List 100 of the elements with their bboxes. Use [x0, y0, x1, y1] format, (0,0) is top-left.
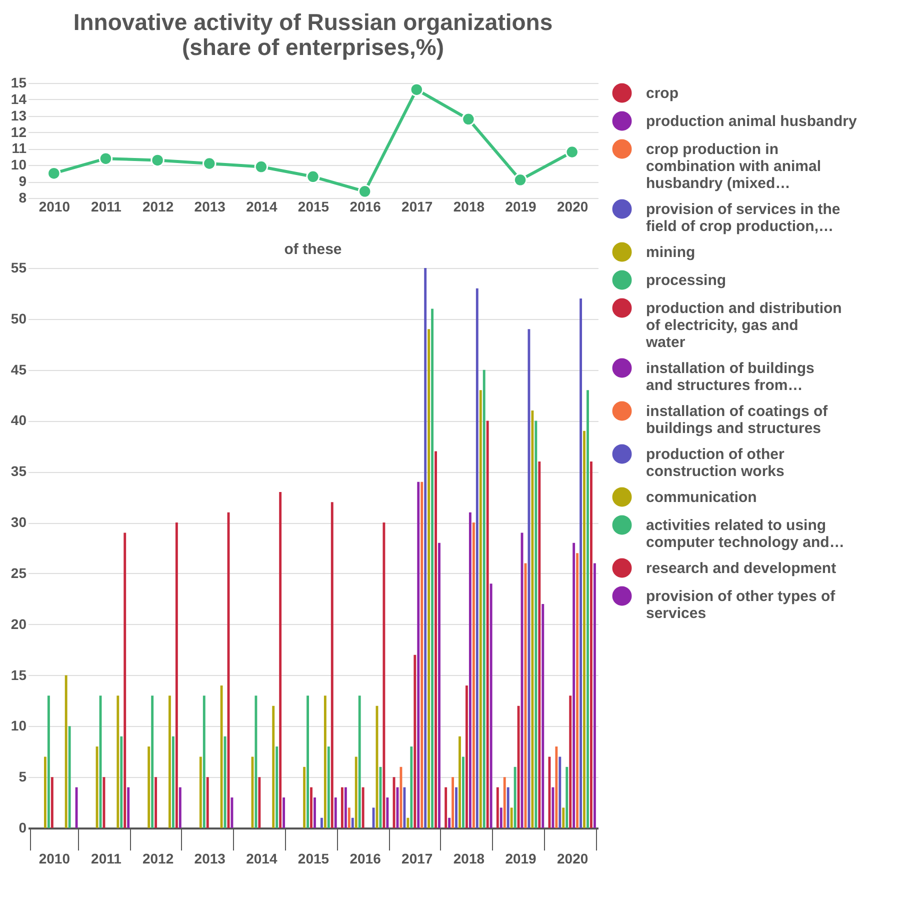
bar	[500, 808, 502, 828]
bar	[168, 696, 171, 828]
bar	[468, 512, 472, 828]
point	[202, 156, 216, 170]
bar	[462, 756, 464, 828]
x-tick-label: 2011	[91, 198, 122, 214]
bar	[382, 522, 386, 828]
legend-label: crop production in combination with animal husbandry (mixed…	[646, 141, 822, 192]
bar	[351, 818, 354, 828]
bar	[558, 756, 562, 828]
bar	[448, 818, 451, 828]
point	[410, 82, 424, 96]
bar	[327, 746, 330, 828]
bar	[420, 482, 424, 828]
bar	[531, 410, 534, 828]
bar	[562, 808, 565, 828]
bar	[324, 696, 326, 828]
bar	[44, 756, 46, 828]
x-tick-label: 2018	[453, 850, 485, 866]
y-tick-label: 5	[18, 768, 27, 785]
bar	[403, 787, 406, 828]
bar	[154, 777, 158, 828]
x-tick-label: 2017	[402, 198, 433, 214]
y-tick-label: 30	[10, 514, 27, 530]
bar	[314, 797, 316, 828]
point	[150, 153, 164, 168]
x-tick-label: 2010	[38, 850, 70, 866]
bar	[354, 756, 358, 828]
point	[513, 173, 528, 187]
legend-label: installation of coatings of buildings and structures	[646, 403, 829, 437]
bar	[406, 818, 410, 828]
y-tick-label: 35	[10, 463, 27, 480]
bar	[254, 696, 258, 828]
bar	[258, 777, 261, 828]
bar	[431, 308, 434, 828]
bar	[479, 390, 482, 828]
bar	[583, 430, 586, 828]
y-tick-label: 20	[10, 616, 27, 632]
bar	[199, 756, 202, 828]
bar	[358, 696, 361, 828]
bar	[534, 420, 538, 828]
x-tick-label: 2020	[557, 198, 588, 214]
point	[98, 152, 113, 166]
x-tick-label: 2014	[246, 198, 278, 214]
point	[565, 145, 579, 159]
bar	[320, 818, 323, 828]
bar	[490, 584, 492, 828]
bar	[64, 675, 68, 828]
bar	[124, 532, 126, 828]
bar	[348, 808, 350, 828]
bar	[282, 797, 286, 828]
x-tick-label: 2012	[142, 850, 174, 866]
bar	[127, 787, 130, 828]
y-tick-label: 40	[10, 412, 27, 428]
legend-label: processing	[646, 272, 726, 289]
bar	[151, 696, 154, 828]
bar	[510, 808, 513, 828]
bar	[476, 288, 478, 828]
y-tick-label: 14	[10, 90, 27, 107]
bar	[120, 736, 123, 828]
x-tick-label: 2019	[505, 850, 537, 866]
bar	[424, 268, 427, 828]
bar	[486, 420, 489, 828]
bar	[310, 787, 312, 828]
bar	[482, 370, 486, 828]
bar	[206, 777, 209, 828]
bar	[148, 746, 150, 828]
bar	[455, 787, 458, 828]
x-tick-label: 2012	[142, 198, 174, 214]
bar	[465, 685, 468, 828]
x-tick-label: 2019	[505, 198, 537, 214]
bar	[538, 461, 541, 828]
legend-label: provision of other types of services	[646, 588, 836, 622]
y-tick-label: 25	[10, 564, 27, 581]
x-tick-label: 2016	[350, 850, 382, 866]
y-tick-label: 10	[10, 156, 27, 173]
bar	[340, 787, 344, 828]
bar	[580, 298, 582, 828]
point	[358, 184, 372, 198]
x-tick-label: 2016	[350, 198, 382, 214]
bar	[444, 787, 448, 828]
legend-label: mining	[646, 244, 696, 261]
bar	[178, 787, 182, 828]
chart-title: Innovative activity of Russian organizations (share of enterprises,%)	[73, 9, 553, 60]
bar	[434, 451, 437, 828]
y-tick-label: 55	[10, 260, 27, 276]
y-tick-label: 11	[12, 140, 27, 156]
bar	[272, 706, 275, 828]
bar	[47, 696, 50, 828]
x-tick-label: 2013	[194, 198, 226, 214]
bar	[496, 787, 499, 828]
x-tick-label: 2015	[298, 850, 330, 866]
bar	[542, 604, 544, 828]
x-tick-label: 2017	[402, 850, 433, 866]
bar	[566, 766, 568, 828]
bar	[569, 696, 572, 828]
bar	[330, 502, 334, 828]
bar	[438, 542, 440, 828]
bar	[410, 746, 413, 828]
bar	[552, 787, 554, 828]
